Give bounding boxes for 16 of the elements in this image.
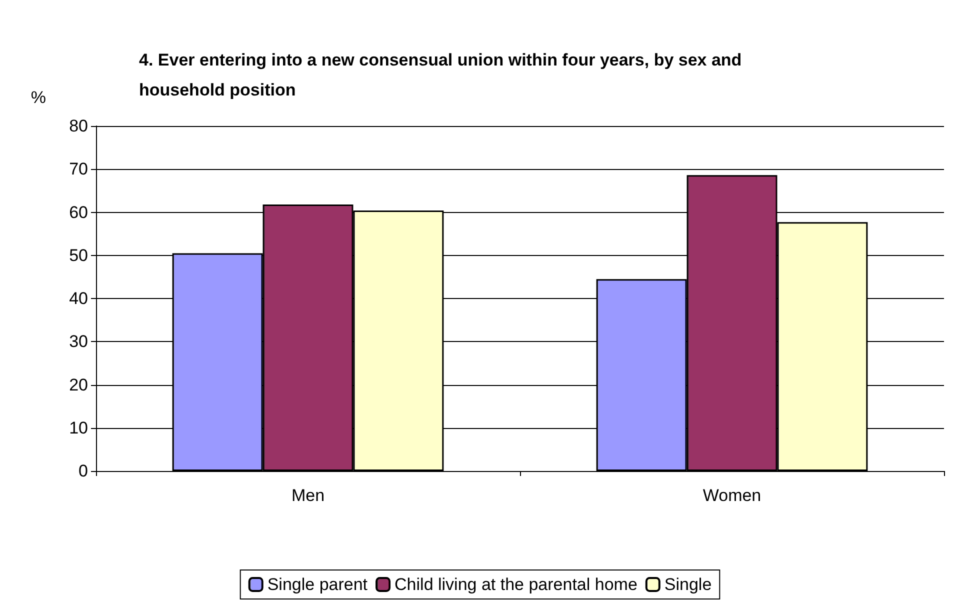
y-tick-label: 20 [69, 375, 88, 394]
legend-label: Single [664, 575, 712, 594]
y-tick-label: 80 [69, 116, 88, 136]
y-axis-title: % [30, 88, 46, 107]
y-tick-label: 10 [69, 418, 88, 438]
y-tick-label: 50 [69, 246, 88, 265]
legend-label: Single parent [267, 575, 368, 594]
y-tick-label: 0 [78, 462, 88, 480]
y-tick-label: 40 [69, 289, 88, 308]
chart-title: 4. Ever entering into a new consensual union within four years, by sex and household position [139, 50, 746, 100]
legend-label: Child living at the parental home [394, 575, 638, 594]
x-tick-label: Women [702, 486, 762, 505]
y-tick-label: 60 [69, 202, 88, 222]
y-tick-label: 30 [69, 332, 88, 352]
y-tick-label: 70 [69, 160, 88, 179]
x-tick-label: Men [291, 486, 325, 505]
